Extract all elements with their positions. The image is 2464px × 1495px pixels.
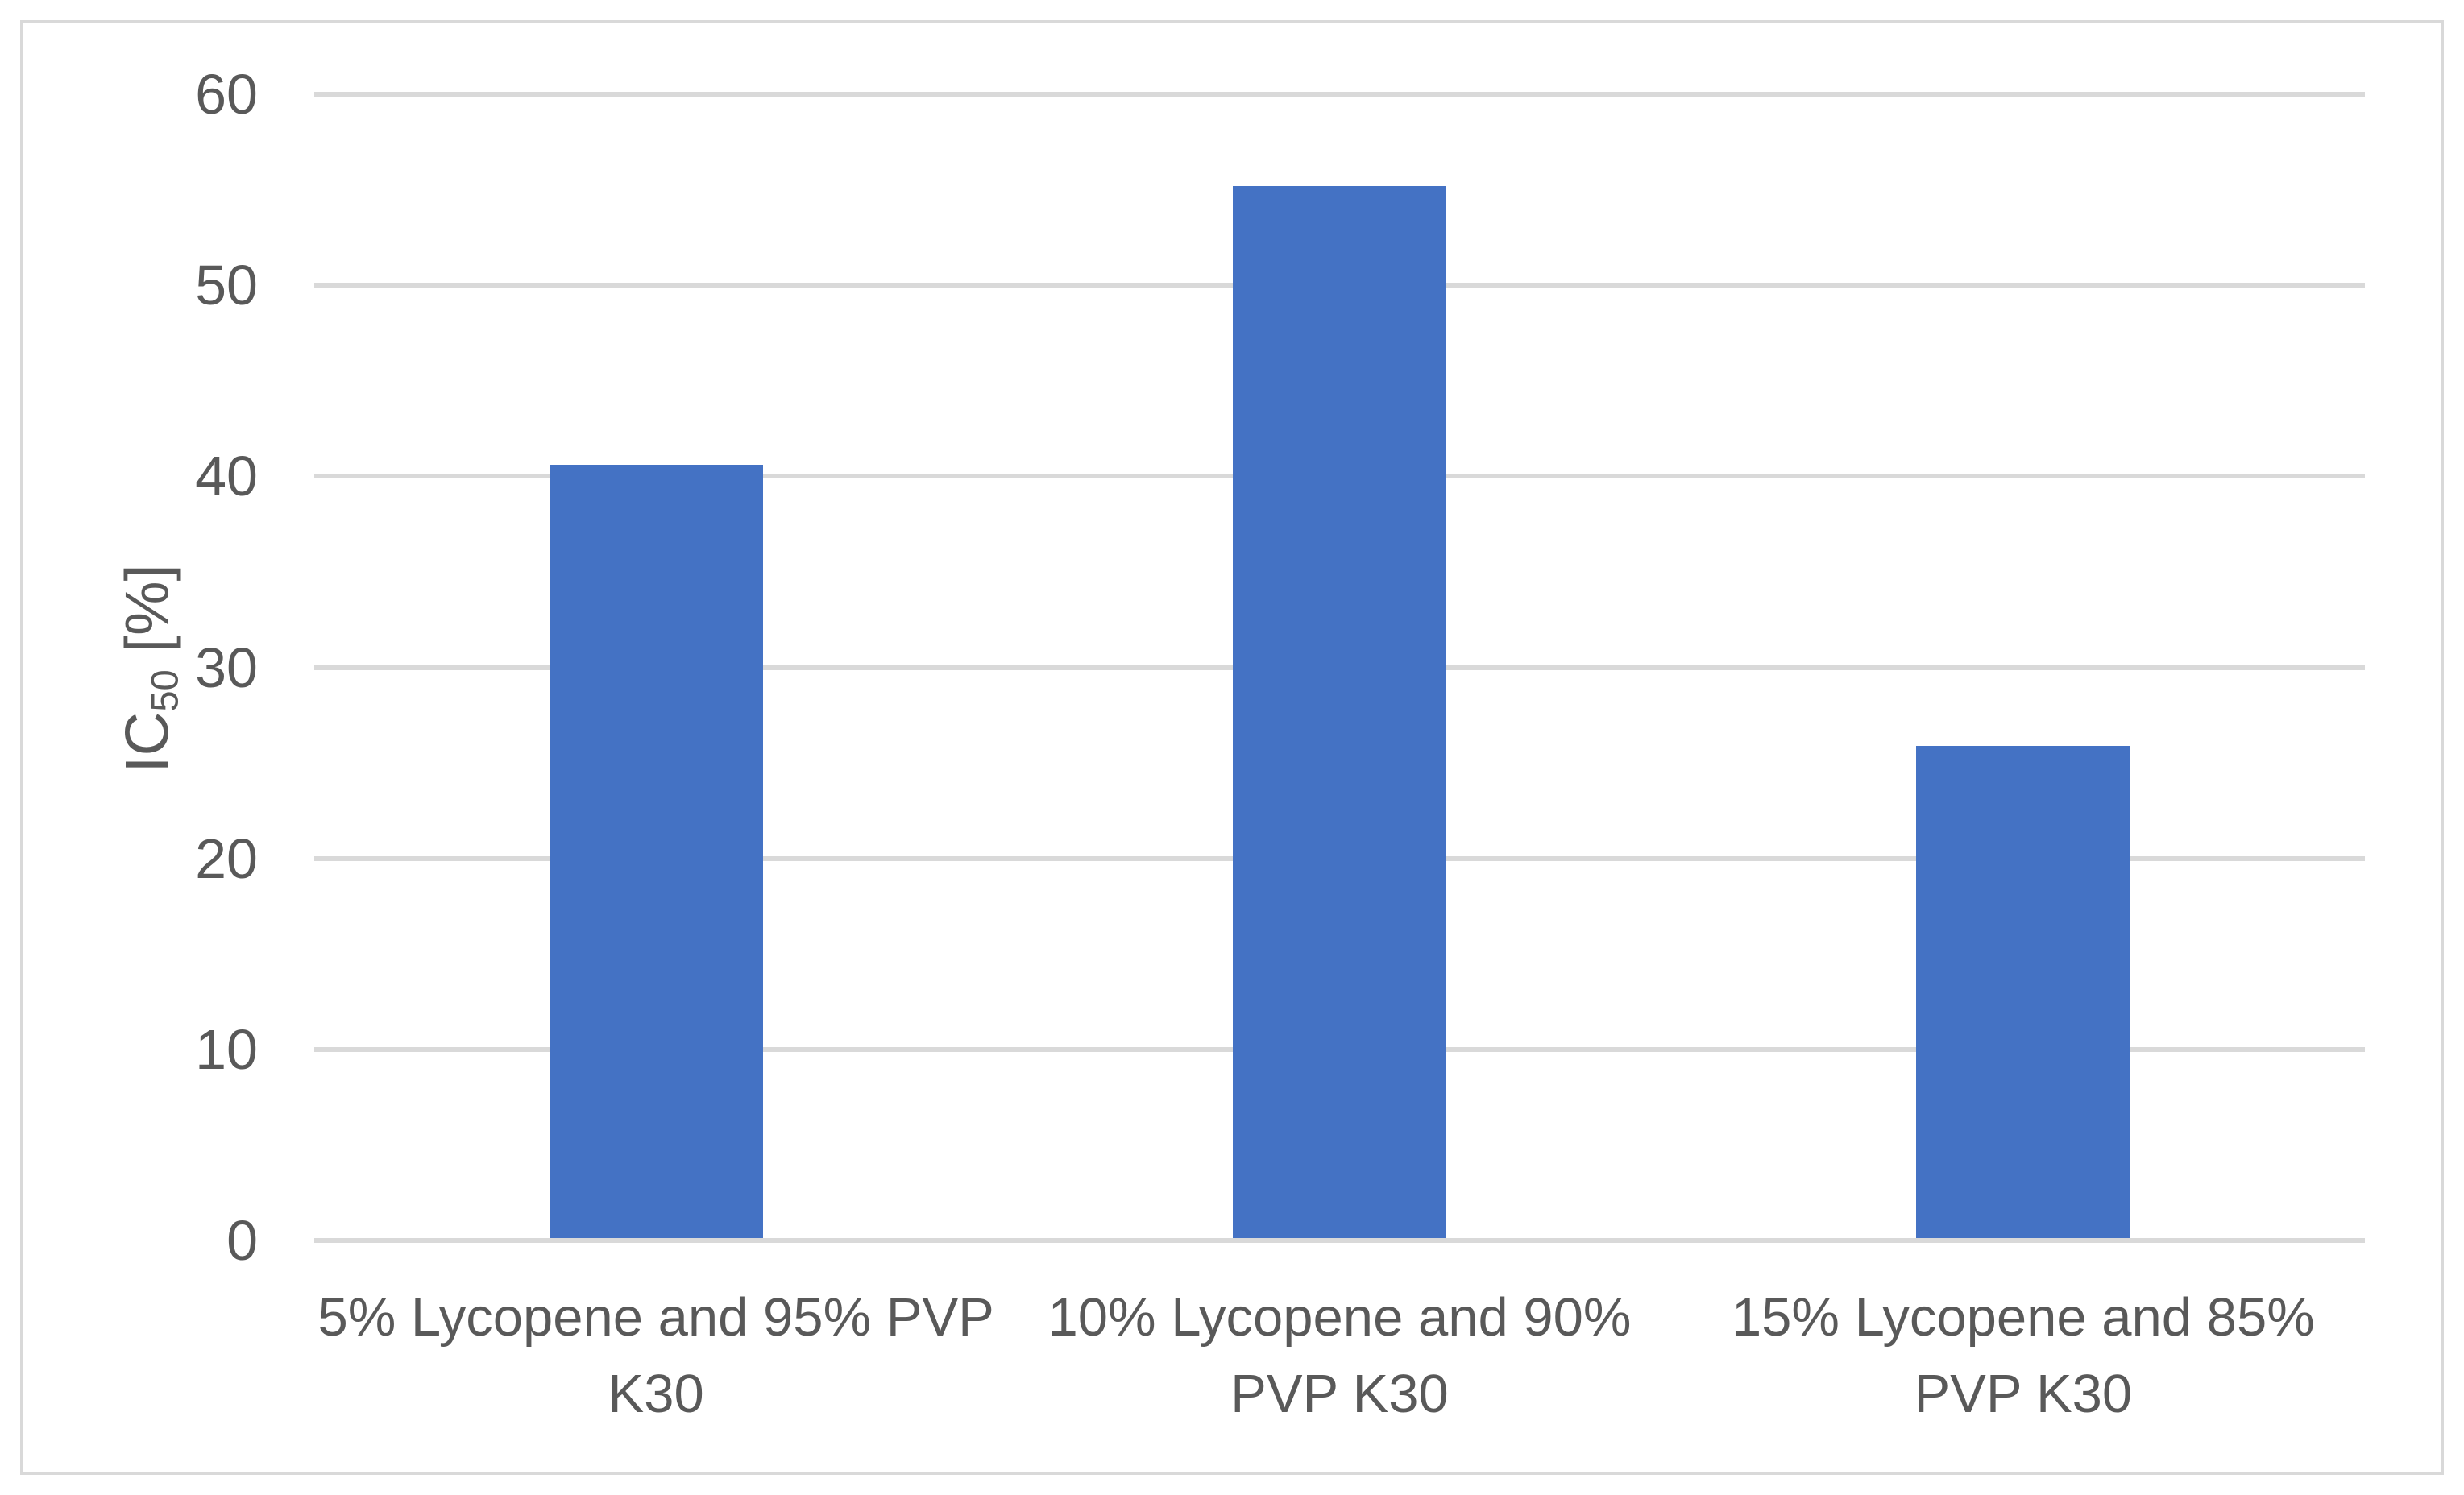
bar-1: [549, 465, 763, 1238]
y-tick-label: 10: [195, 1017, 258, 1081]
gridline: [314, 92, 2365, 97]
bar-3: [1916, 745, 2130, 1238]
y-axis-title-text: IC: [113, 711, 182, 773]
x-category-label-line: 15% Lycopene and 85%: [1731, 1287, 2315, 1348]
x-category-label-line: PVP K30: [1914, 1364, 2133, 1424]
y-tick-label: 60: [195, 63, 258, 126]
y-tick-label: 50: [195, 254, 258, 317]
x-category-label-line: PVP K30: [1230, 1364, 1449, 1424]
x-category-label: 5% Lycopene and 95% PVP K30: [314, 1279, 998, 1432]
x-category-label-line: 10% Lycopene and 90%: [1047, 1287, 1632, 1348]
y-tick-label: 0: [226, 1209, 258, 1272]
y-tick-label: 30: [195, 636, 258, 699]
y-tick-label: 40: [195, 445, 258, 508]
x-category-label: 10% Lycopene and 90% PVP K30: [998, 1279, 1681, 1432]
x-category-label-line: K30: [608, 1364, 704, 1424]
x-axis-line: [314, 1238, 2365, 1243]
x-category-label-line: 5% Lycopene and 95% PVP: [317, 1287, 994, 1348]
x-category-label: 15% Lycopene and 85% PVP K30: [1682, 1279, 2365, 1432]
bar-2: [1233, 185, 1446, 1238]
y-tick-label: 20: [195, 826, 258, 890]
